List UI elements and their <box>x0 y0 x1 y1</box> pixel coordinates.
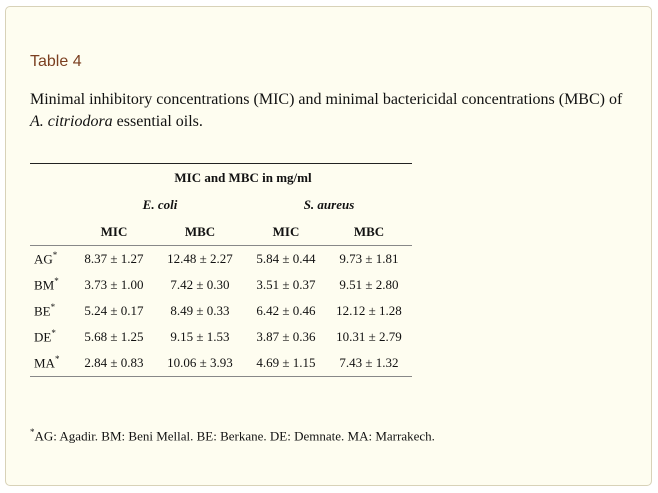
organism-header-saureus: S. aureus <box>303 196 355 212</box>
row-label: BE* <box>34 302 56 319</box>
table-row: BM* 3.73 ± 1.00 7.42 ± 0.30 3.51 ± 0.37 … <box>30 272 412 298</box>
metric-header: MBC <box>154 218 246 246</box>
table-label: Table 4 <box>30 53 82 70</box>
table-row: AG* 8.37 ± 1.27 12.48 ± 2.27 5.84 ± 0.44… <box>30 246 412 273</box>
table-cell: 3.51 ± 0.37 <box>256 277 316 292</box>
table-cell: 8.37 ± 1.27 <box>84 251 144 266</box>
footnote-marker: * <box>54 276 59 287</box>
organism-header-row: E. coli S. aureus <box>30 191 412 218</box>
metric-header: MIC <box>74 218 154 246</box>
table-cell: 9.51 ± 2.80 <box>339 277 399 292</box>
footnote-text: AG: Agadir. BM: Beni Mellal. BE: Berkane… <box>34 428 435 444</box>
table-cell: 9.73 ± 1.81 <box>339 251 399 266</box>
table-cell: 10.31 ± 2.79 <box>336 329 402 344</box>
table-cell: 7.42 ± 0.30 <box>170 277 230 292</box>
table-row: DE* 5.68 ± 1.25 9.15 ± 1.53 3.87 ± 0.36 … <box>30 324 412 350</box>
table-cell: 3.87 ± 0.36 <box>256 329 316 344</box>
table-cell: 5.68 ± 1.25 <box>84 329 144 344</box>
metric-header: MIC <box>246 218 326 246</box>
row-label: DE* <box>34 328 56 345</box>
group-header-row: MIC and MBC in mg/ml <box>30 163 412 191</box>
table-panel: Table 4 Minimal inhibitory concentration… <box>5 6 652 486</box>
footnote-marker: * <box>54 354 60 365</box>
row-label: MA* <box>30 350 74 377</box>
table-row: BE* 5.24 ± 0.17 8.49 ± 0.33 6.42 ± 0.46 … <box>30 298 412 324</box>
organism-header-ecoli: E. coli <box>142 196 178 212</box>
table-cell: 4.69 ± 1.15 <box>246 350 326 377</box>
caption-text-before: Minimal inhibitory concentrations (MIC) … <box>30 91 623 108</box>
metric-header: MBC <box>326 218 412 246</box>
results-table: MIC and MBC in mg/ml E. coli S. aureus M… <box>30 163 412 377</box>
footnote-marker: * <box>51 328 56 339</box>
table-cell: 7.43 ± 1.32 <box>326 350 412 377</box>
table-cell: 10.06 ± 3.93 <box>154 350 246 377</box>
table-cell: 12.48 ± 2.27 <box>167 251 233 266</box>
metric-header-row: MIC MBC MIC MBC <box>30 218 412 246</box>
table-cell: 9.15 ± 1.53 <box>170 329 230 344</box>
row-label: BM* <box>34 276 59 293</box>
table-caption: Minimal inhibitory concentrations (MIC) … <box>30 89 630 133</box>
footnote-marker: * <box>50 302 56 313</box>
table-cell: 3.73 ± 1.00 <box>84 277 144 292</box>
table-cell: 6.42 ± 0.46 <box>256 303 316 318</box>
table-cell: 5.84 ± 0.44 <box>256 251 316 266</box>
caption-text-after: essential oils. <box>112 113 203 130</box>
table-cell: 8.49 ± 0.33 <box>170 303 230 318</box>
caption-species: A. citriodora <box>30 113 113 130</box>
table-cell: 12.12 ± 1.28 <box>336 303 402 318</box>
table-cell: 2.84 ± 0.83 <box>74 350 154 377</box>
group-header: MIC and MBC in mg/ml <box>74 163 412 191</box>
table-row: MA* 2.84 ± 0.83 10.06 ± 3.93 4.69 ± 1.15… <box>30 350 412 377</box>
footnote-marker: * <box>30 427 35 437</box>
table-footnote: *AG: Agadir. BM: Beni Mellal. BE: Berkan… <box>30 427 435 444</box>
row-label: AG* <box>34 250 58 267</box>
table-cell: 5.24 ± 0.17 <box>84 303 144 318</box>
footnote-marker: * <box>52 250 58 261</box>
